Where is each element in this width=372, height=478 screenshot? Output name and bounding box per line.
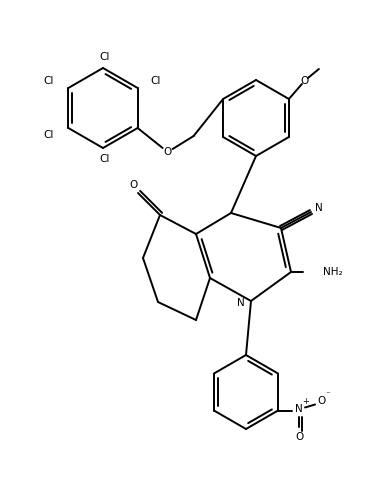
Text: O: O — [164, 147, 172, 157]
Text: Cl: Cl — [43, 130, 54, 140]
Text: NH₂: NH₂ — [323, 267, 343, 277]
Text: Cl: Cl — [150, 76, 161, 86]
Text: O: O — [295, 433, 303, 443]
Text: O: O — [301, 76, 309, 86]
Text: N: N — [315, 203, 323, 213]
Text: Cl: Cl — [100, 154, 110, 164]
Text: O: O — [317, 396, 325, 406]
Text: ⁻: ⁻ — [326, 390, 330, 399]
Text: +: + — [302, 397, 310, 406]
Text: Cl: Cl — [100, 52, 110, 62]
Text: N: N — [237, 298, 245, 308]
Text: O: O — [130, 180, 138, 190]
Text: N: N — [295, 403, 303, 413]
Text: Cl: Cl — [43, 76, 54, 86]
